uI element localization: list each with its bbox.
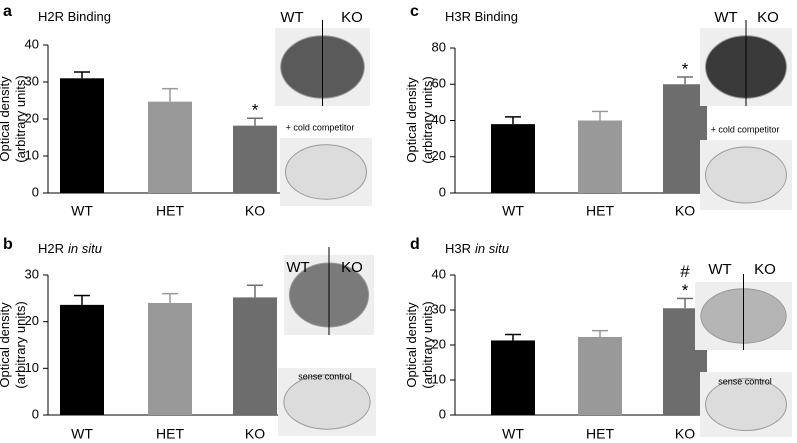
brain-section <box>283 374 371 430</box>
x-tick-label: HET <box>156 426 184 442</box>
y-tick-label: 0 <box>32 184 39 199</box>
x-tick-label: WT <box>502 203 524 219</box>
bar <box>233 125 277 193</box>
image-caption: + cold competitor <box>711 124 780 134</box>
significance-marker: * <box>252 101 259 120</box>
y-tick-label: 20 <box>25 313 39 328</box>
bar <box>60 78 104 193</box>
y-tick-label: 20 <box>432 336 446 351</box>
y-axis-label-line: (arbitrary units) <box>420 301 435 388</box>
x-tick-label: KO <box>245 203 265 219</box>
significance-marker: # <box>680 262 690 281</box>
chart-title-italic: in situ <box>475 241 509 256</box>
bar <box>578 336 622 415</box>
image-label: KO <box>757 9 779 26</box>
y-axis-label-line: Optical density <box>0 302 12 388</box>
image-label: KO <box>341 9 363 26</box>
y-tick-label: 40 <box>25 36 39 51</box>
significance-marker: * <box>682 59 689 78</box>
bar <box>663 84 707 193</box>
panel-label: d <box>410 236 420 253</box>
y-tick-label: 30 <box>25 266 39 281</box>
y-tick-label: 0 <box>439 184 446 199</box>
image-label: KO <box>754 261 776 278</box>
chart-title: H2R in situ <box>38 241 102 256</box>
x-tick-label: HET <box>156 203 184 219</box>
y-tick-label: 40 <box>432 112 446 127</box>
panel-label: b <box>3 236 13 253</box>
bar <box>491 124 535 193</box>
x-tick-label: HET <box>586 203 614 219</box>
image-label: WT <box>280 9 303 26</box>
bar <box>233 297 277 415</box>
y-tick-label: 30 <box>432 301 446 316</box>
y-axis-label-line: (arbitrary units) <box>13 301 28 388</box>
y-tick-label: 20 <box>25 110 39 125</box>
y-tick-label: 60 <box>432 76 446 91</box>
y-tick-label: 40 <box>432 266 446 281</box>
y-tick-label: 10 <box>25 147 39 162</box>
image-caption: + cold competitor <box>286 122 355 132</box>
panel-label: c <box>410 3 419 20</box>
panel-label: a <box>3 3 12 20</box>
y-axis-label: Optical density(arbitrary units) <box>404 301 435 388</box>
chart-title-text: H3R Binding <box>445 9 518 24</box>
chart-title: H2R Binding <box>38 9 111 24</box>
chart-title: H3R Binding <box>445 9 518 24</box>
image-caption: sense control <box>718 376 772 386</box>
bar <box>491 340 535 415</box>
image-label: WT <box>714 9 737 26</box>
image-label: WT <box>286 259 309 276</box>
x-tick-label: WT <box>502 426 524 442</box>
y-axis-label-line: (arbitrary units) <box>420 76 435 163</box>
x-tick-label: KO <box>245 426 265 442</box>
chart-title-text: H2R <box>38 241 64 256</box>
chart-title: H3R in situ <box>445 241 509 256</box>
chart-title-italic: in situ <box>68 241 102 256</box>
y-axis-label-line: Optical density <box>404 302 419 388</box>
bar <box>578 120 622 193</box>
brain-section <box>285 144 367 200</box>
bar <box>148 101 192 193</box>
x-tick-label: WT <box>71 203 93 219</box>
y-tick-label: 10 <box>25 360 39 375</box>
y-tick-label: 0 <box>32 406 39 421</box>
y-axis-label: Optical density(arbitrary units) <box>0 301 28 388</box>
x-tick-label: HET <box>586 426 614 442</box>
x-tick-label: WT <box>71 426 93 442</box>
y-axis-label-line: Optical density <box>404 77 419 163</box>
image-caption: sense control <box>298 371 352 381</box>
x-tick-label: KO <box>675 426 695 442</box>
y-axis-label-line: Optical density <box>0 76 12 162</box>
chart-title-text: H2R Binding <box>38 9 111 24</box>
bar <box>148 303 192 415</box>
y-axis-label-line: (arbitrary units) <box>13 75 28 162</box>
y-tick-label: 20 <box>432 148 446 163</box>
y-tick-label: 80 <box>432 39 446 54</box>
chart-title-text: H3R <box>445 241 471 256</box>
y-tick-label: 0 <box>439 406 446 421</box>
image-label: KO <box>341 259 363 276</box>
significance-marker: * <box>682 281 689 300</box>
bar <box>60 304 104 415</box>
y-tick-label: 30 <box>25 73 39 88</box>
brain-section <box>705 378 787 431</box>
y-tick-label: 10 <box>432 371 446 386</box>
y-axis-label: Optical density(arbitrary units) <box>404 76 435 163</box>
brain-section <box>705 146 787 204</box>
y-axis-label: Optical density(arbitrary units) <box>0 75 28 162</box>
x-tick-label: KO <box>675 203 695 219</box>
image-label: WT <box>708 261 731 278</box>
